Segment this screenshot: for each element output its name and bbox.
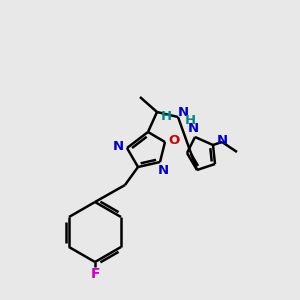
Text: N: N <box>112 140 124 154</box>
Text: N: N <box>177 106 189 118</box>
Text: H: H <box>160 110 172 124</box>
Text: O: O <box>168 134 180 148</box>
Text: H: H <box>184 115 196 128</box>
Text: N: N <box>188 122 199 134</box>
Text: N: N <box>158 164 169 176</box>
Text: F: F <box>90 267 100 281</box>
Text: N: N <box>216 134 228 146</box>
